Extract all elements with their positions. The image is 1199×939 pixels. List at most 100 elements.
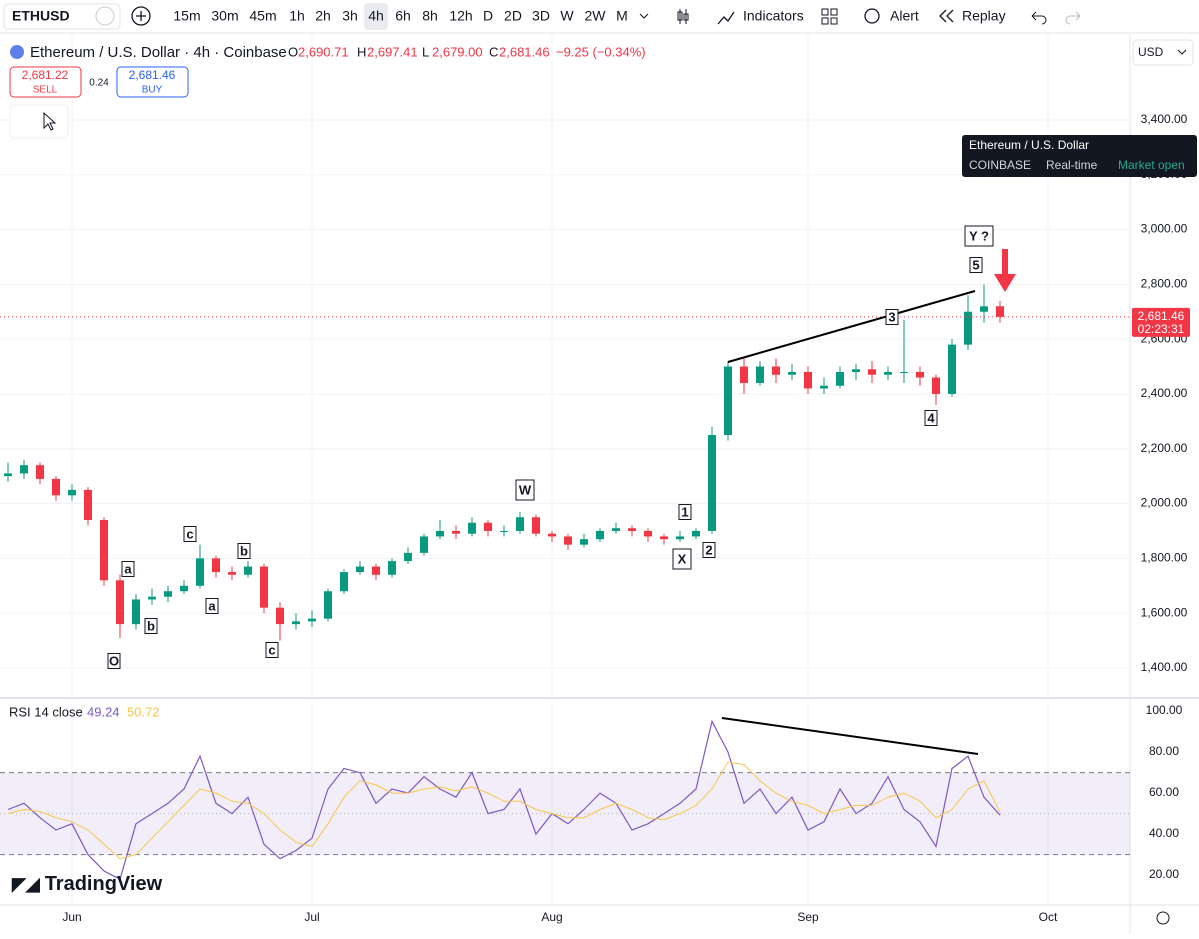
interval-button[interactable]: 6h <box>395 8 411 24</box>
wave-label-box[interactable] <box>205 598 219 614</box>
candle-body <box>836 372 844 386</box>
interval-button[interactable]: 3h <box>342 8 358 24</box>
sell-price[interactable]: 2,681.22 <box>22 68 69 82</box>
candle-body <box>84 489 92 520</box>
rsi-trend-line[interactable] <box>721 717 979 755</box>
wave-label-box[interactable] <box>183 526 197 542</box>
currency-box[interactable] <box>1132 39 1194 66</box>
wave-label[interactable]: c <box>268 642 275 657</box>
wave-label-box[interactable] <box>885 309 899 325</box>
wave-label[interactable]: c <box>186 526 193 541</box>
interval-button[interactable]: 15m <box>173 8 200 24</box>
wave-label[interactable]: a <box>124 561 132 576</box>
wave-label[interactable]: 3 <box>888 309 895 324</box>
interval-button[interactable]: 30m <box>211 8 238 24</box>
chart-style-icon[interactable] <box>677 9 689 24</box>
interval-button[interactable]: W <box>560 8 574 24</box>
candle-body <box>420 536 428 553</box>
wave-label-box[interactable] <box>702 542 716 558</box>
wave-label-box[interactable] <box>678 504 692 520</box>
interval-button[interactable]: 1h <box>289 8 305 24</box>
price-tag <box>1132 307 1190 337</box>
panes: 1,400.00 1,600.00 1,800.00 2,000.00 2,200.00… <box>0 35 1199 934</box>
wave-label-box[interactable] <box>924 410 938 426</box>
symbol-icon[interactable] <box>95 6 115 26</box>
down-arrow[interactable] <box>994 249 1016 292</box>
interval-button[interactable]: 2h <box>315 8 331 24</box>
interval-bar: 15m 30m 45m 1h 2h 3h 4h 6h 8h 12h D 2D 3D W 2W M <box>173 3 628 30</box>
interval-button[interactable]: D <box>483 8 493 24</box>
replay-icon[interactable] <box>939 9 954 23</box>
currency[interactable]: USD <box>1138 45 1164 59</box>
interval-button[interactable]: 2D <box>504 8 522 24</box>
wave-label[interactable]: O <box>109 653 119 668</box>
wave-label-box[interactable] <box>107 653 121 669</box>
cursor-tool[interactable] <box>43 111 57 131</box>
wave-label-box[interactable] <box>515 479 535 501</box>
wave-label-box[interactable] <box>265 642 279 658</box>
candle-body <box>628 528 636 531</box>
interval-button[interactable]: 45m <box>249 8 276 24</box>
interval-button[interactable]: 12h <box>449 8 472 24</box>
indicators-button[interactable]: Indicators <box>743 8 804 24</box>
wave-label[interactable]: 2 <box>705 542 712 557</box>
wave-label-box[interactable] <box>672 548 692 570</box>
interval-dropdown[interactable] <box>639 13 649 19</box>
wave-label[interactable]: X <box>678 551 687 566</box>
candle-body <box>228 572 236 575</box>
currency-dropdown[interactable] <box>1177 49 1187 55</box>
wave-label-box[interactable] <box>144 618 158 634</box>
wave-label[interactable]: Y ? <box>969 228 989 243</box>
symbol[interactable]: ETHUSD <box>12 8 70 24</box>
wave-label[interactable]: W <box>519 482 532 497</box>
interval-button[interactable]: 3D <box>532 8 550 24</box>
tooltip-name: Ethereum / U.S. Dollar <box>969 138 1089 152</box>
candle-body <box>772 366 780 375</box>
wave-label[interactable]: b <box>240 543 248 558</box>
countdown: 02:23:31 <box>1138 322 1185 336</box>
candle-body <box>484 522 492 531</box>
buy-price[interactable]: 2,681.46 <box>129 68 176 82</box>
candle-body <box>788 372 796 375</box>
alert-button[interactable]: Alert <box>890 8 919 24</box>
candle-body <box>4 473 12 477</box>
interval-button[interactable]: M <box>616 8 628 24</box>
settings-button[interactable] <box>1156 911 1170 925</box>
layouts-icon[interactable] <box>821 8 838 25</box>
candle-body <box>548 533 556 537</box>
y-tick-label: 1,400.00 <box>1141 660 1188 674</box>
candle-body <box>708 435 716 531</box>
wave-label[interactable]: a <box>208 598 216 613</box>
undo-button[interactable] <box>1031 11 1047 25</box>
wave-label[interactable]: 5 <box>972 257 979 272</box>
wave-label[interactable]: b <box>147 618 155 633</box>
drawing-toolbar <box>9 104 69 139</box>
redo-button[interactable] <box>1065 11 1081 25</box>
y-tick-label: 40.00 <box>1149 826 1179 840</box>
symbol-box[interactable] <box>3 3 121 30</box>
wave-label-box[interactable] <box>964 225 994 247</box>
interval-button[interactable]: 4h <box>368 8 384 24</box>
sell-label[interactable]: SELL <box>33 85 58 96</box>
interval-button[interactable]: 2W <box>585 8 607 24</box>
price-trend-line[interactable] <box>727 290 976 363</box>
sell-button[interactable] <box>9 66 82 98</box>
interval-button[interactable]: 8h <box>422 8 438 24</box>
wave-label-box[interactable] <box>121 561 135 577</box>
indicators-icon[interactable] <box>717 11 735 25</box>
buy-label[interactable]: BUY <box>142 85 163 96</box>
wave-label[interactable]: 4 <box>927 410 935 425</box>
wave-label[interactable]: 1 <box>681 504 688 519</box>
candle-body <box>932 377 940 394</box>
wave-label-box[interactable] <box>237 543 251 559</box>
candle-body <box>948 344 956 394</box>
alert-icon[interactable] <box>864 8 880 24</box>
replay-button[interactable]: Replay <box>962 8 1006 24</box>
compare-button[interactable] <box>131 6 151 26</box>
wave-label-box[interactable] <box>969 257 983 273</box>
ohlc-key: O <box>288 44 298 59</box>
buy-button[interactable] <box>116 66 189 98</box>
candle-body <box>164 591 172 597</box>
ohlc-key: C <box>489 44 498 59</box>
